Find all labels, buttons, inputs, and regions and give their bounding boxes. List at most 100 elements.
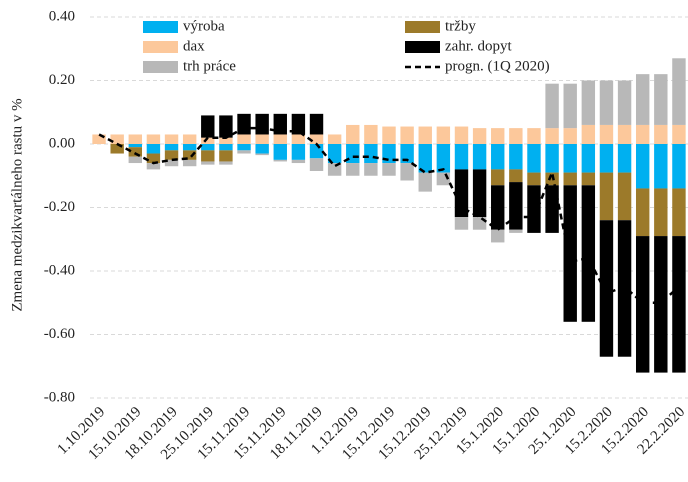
bar [491,128,505,144]
bar [400,126,414,144]
bar [255,144,269,154]
bar [364,163,378,176]
bar [182,159,197,167]
bar [182,150,197,160]
bar [635,74,650,125]
legend-label: dax [183,38,205,54]
bar [527,185,541,233]
bar [672,124,686,144]
bar [291,144,306,160]
bar [219,161,233,165]
bar [527,128,541,144]
bar [400,163,414,181]
bar [599,220,614,357]
legend-swatch [143,21,178,33]
legend-swatch [405,41,440,53]
bar [237,144,251,151]
bar [309,134,324,144]
bar [563,83,577,129]
bar [472,144,487,170]
bar [364,124,378,144]
bar [219,137,233,144]
bar [309,144,324,159]
bar [255,153,269,156]
bar [672,58,686,125]
bar [563,128,577,144]
bar [491,169,505,186]
bar [599,124,614,144]
bar [382,163,396,176]
legend-label: progn. (1Q 2020) [445,58,550,74]
y-tick-label: -0.40 [44,262,75,278]
bar [291,113,306,135]
bar [382,126,396,144]
bar [346,124,360,144]
bar [617,144,632,173]
bar [491,229,505,243]
legend-label: zahr. dopyt [445,38,512,54]
bar [201,161,215,165]
bar [454,126,469,144]
bar [182,134,197,144]
bar [418,144,432,173]
legend-label: tržby [445,18,476,34]
bar [654,188,668,237]
bar [509,128,523,144]
y-tick-label: -0.60 [44,326,75,342]
bar [201,144,215,151]
bar [654,236,668,373]
bar [164,144,179,151]
legend-swatch [405,21,440,33]
bar [635,144,650,189]
bar [219,115,233,138]
bar [581,172,596,186]
bar [509,229,523,233]
bar [527,172,541,186]
bar [436,144,451,173]
bar [92,134,106,144]
bar [346,163,360,176]
bar [110,134,124,144]
bar [672,236,686,373]
bar [201,115,215,138]
bar [599,80,614,125]
legend-label: výroba [183,18,225,34]
bar [128,156,143,164]
legend-swatch [143,41,178,53]
bar [219,144,233,151]
bar [164,159,179,167]
bar [654,144,668,189]
y-tick-label: -0.80 [44,389,75,405]
y-tick-label: 0.00 [49,135,75,151]
bar [146,144,161,154]
bar [182,144,197,151]
bar [509,169,523,183]
bar [545,172,559,186]
bar [164,150,179,160]
bar [654,124,668,144]
bar [581,124,596,144]
y-axis-label: Zmena medzikvartálneho rastu v % [9,98,25,311]
bar [327,144,342,164]
bar [581,80,596,125]
bar [545,128,559,144]
bar [472,169,487,218]
bar [599,172,614,221]
bar [309,113,324,135]
bar [219,150,233,162]
bar [346,144,360,164]
bar [509,182,523,230]
bar [617,124,632,144]
bar [472,128,487,144]
bar [400,144,414,164]
y-tick-label: -0.20 [44,199,75,215]
bar [146,163,161,170]
bar [128,147,143,157]
legend-label: trh práce [183,58,236,74]
y-tick-label: 0.40 [49,8,75,24]
bar [491,185,505,230]
bar [291,159,306,164]
bar [418,172,432,192]
bar [581,185,596,322]
